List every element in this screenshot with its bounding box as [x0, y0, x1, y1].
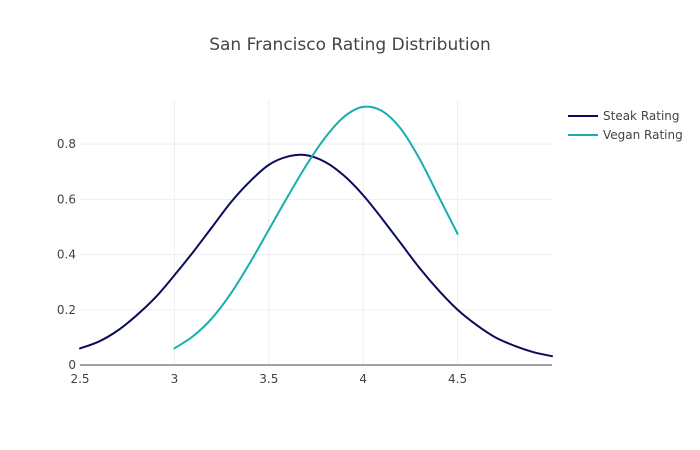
x-tick-label: 4.5	[448, 372, 467, 386]
y-tick-label: 0	[68, 358, 76, 372]
x-tick-label: 4	[359, 372, 367, 386]
series-line-vegan-rating[interactable]	[173, 105, 459, 350]
x-tick-label: 2.5	[70, 372, 89, 386]
y-tick-label: 0.8	[57, 137, 76, 151]
plot-area	[79, 105, 553, 358]
series-line-steak-rating[interactable]	[79, 153, 553, 358]
y-tick-label: 0.6	[57, 192, 76, 206]
y-tick-label: 0.2	[57, 303, 76, 317]
legend[interactable]: Steak Rating Vegan Rating	[568, 109, 683, 142]
axes: 2.5 3 3.5 4 4.5 0 0.2 0.4 0.6 0.8	[57, 137, 552, 386]
x-tick-label: 3	[171, 372, 179, 386]
y-tick-label: 0.4	[57, 248, 76, 262]
x-tick-label: 3.5	[259, 372, 278, 386]
chart-title: San Francisco Rating Distribution	[209, 35, 491, 55]
legend-label: Steak Rating	[603, 109, 680, 123]
grid	[80, 100, 552, 365]
legend-item-vegan-rating[interactable]: Vegan Rating	[568, 128, 683, 142]
legend-label: Vegan Rating	[603, 128, 683, 142]
legend-item-steak-rating[interactable]: Steak Rating	[568, 109, 680, 123]
